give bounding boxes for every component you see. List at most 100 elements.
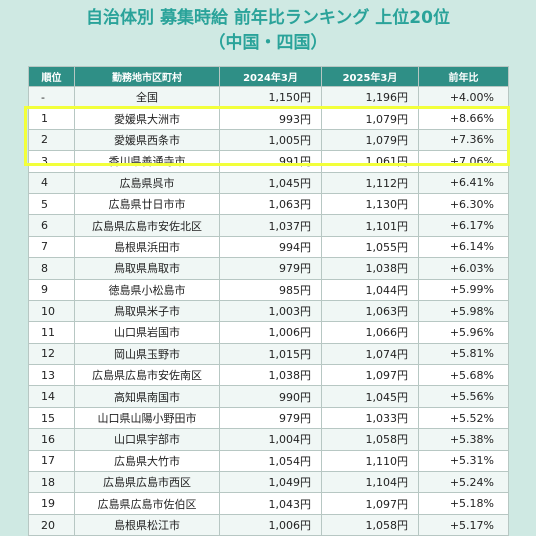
wage-2024-cell: 1,003円: [219, 299, 322, 323]
rank-cell: 17: [28, 449, 75, 473]
header-2024: 2024年3月: [219, 66, 322, 87]
header-change: 前年比: [418, 66, 509, 87]
page: 自治体別 募集時給 前年比ランキング 上位20位 （中国・四国） 順位 勤務地市…: [24, 8, 510, 536]
wage-2024-cell: 1,015円: [219, 342, 322, 366]
change-cell: +6.17%: [418, 214, 509, 237]
municipality-cell: 広島県広島市佐伯区: [74, 492, 220, 515]
change-cell: +5.18%: [418, 492, 509, 515]
header-2025: 2025年3月: [321, 66, 419, 87]
municipality-cell: 広島県廿日市市: [74, 192, 220, 216]
change-cell: +7.36%: [418, 128, 509, 152]
rank-cell: 20: [28, 513, 75, 536]
rank-cell: 7: [28, 235, 75, 259]
municipality-cell: 鳥取県鳥取市: [74, 257, 220, 280]
change-cell: +5.38%: [418, 428, 509, 451]
wage-2024-cell: 994円: [219, 235, 322, 259]
wage-2024-cell: 1,006円: [219, 513, 322, 536]
table-body: - 全国 1,150円 1,196円 +4.00% 1 愛媛県大洲市 993円 1,079円 +8…: [28, 85, 509, 536]
wage-2025-cell: 1,104円: [321, 471, 419, 494]
rank-cell: 10: [28, 299, 75, 323]
change-cell: +5.68%: [418, 364, 509, 387]
table-row: 7 島根県浜田市 994円 1,055円 +6.14%: [28, 235, 509, 259]
table-row: 5 広島県廿日市市 1,063円 1,130円 +6.30%: [28, 192, 509, 216]
change-cell: +6.03%: [418, 257, 509, 280]
municipality-cell: 広島県広島市西区: [74, 471, 220, 494]
wage-2025-cell: 1,061円: [321, 150, 419, 173]
header-rank: 順位: [28, 66, 75, 87]
wage-2025-cell: 1,055円: [321, 235, 419, 259]
rank-cell: 16: [28, 428, 75, 451]
municipality-cell: 鳥取県米子市: [74, 299, 220, 323]
wage-2024-cell: 1,006円: [219, 321, 322, 344]
wage-2024-cell: 979円: [219, 406, 322, 430]
table-row: 20 島根県松江市 1,006円 1,058円 +5.17%: [28, 513, 509, 536]
municipality-cell: 島根県松江市: [74, 513, 220, 536]
table-row: 17 広島県大竹市 1,054円 1,110円 +5.31%: [28, 449, 509, 473]
change-cell: +6.14%: [418, 235, 509, 259]
rank-cell: 1: [28, 107, 75, 130]
wage-2025-cell: 1,101円: [321, 214, 419, 237]
table-row: 3 香川県善通寺市 991円 1,061円 +7.06%: [28, 150, 509, 173]
wage-2024-cell: 990円: [219, 385, 322, 408]
wage-2025-cell: 1,079円: [321, 107, 419, 130]
municipality-cell: 広島県広島市安佐南区: [74, 364, 220, 387]
wage-2025-cell: 1,045円: [321, 385, 419, 408]
municipality-cell: 広島県大竹市: [74, 449, 220, 473]
page-title: 自治体別 募集時給 前年比ランキング 上位20位: [86, 8, 450, 28]
table-header: 順位 勤務地市区町村 2024年3月 2025年3月 前年比: [28, 66, 509, 87]
municipality-cell: 広島県呉市: [74, 171, 220, 194]
wage-2025-cell: 1,038円: [321, 257, 419, 280]
rank-cell: 4: [28, 171, 75, 194]
municipality-cell: 島根県浜田市: [74, 235, 220, 259]
change-cell: +5.98%: [418, 299, 509, 323]
change-cell: +4.00%: [418, 85, 509, 109]
table-row: 15 山口県山陽小野田市 979円 1,033円 +5.52%: [28, 406, 509, 430]
wage-2025-cell: 1,097円: [321, 492, 419, 515]
page-subtitle: （中国・四国）: [208, 33, 328, 53]
wage-2025-cell: 1,097円: [321, 364, 419, 387]
rank-cell: 3: [28, 150, 75, 173]
wage-2024-cell: 1,045円: [219, 171, 322, 194]
municipality-cell: 山口県岩国市: [74, 321, 220, 344]
wage-2025-cell: 1,044円: [321, 278, 419, 301]
change-cell: +7.06%: [418, 150, 509, 173]
rank-cell: 2: [28, 128, 75, 152]
rank-cell: 12: [28, 342, 75, 366]
rank-cell: 18: [28, 471, 75, 494]
rank-cell: 5: [28, 192, 75, 216]
rank-cell: -: [28, 85, 75, 109]
table-row: - 全国 1,150円 1,196円 +4.00%: [28, 85, 509, 109]
change-cell: +5.96%: [418, 321, 509, 344]
wage-2024-cell: 1,150円: [219, 85, 322, 109]
municipality-cell: 全国: [74, 85, 220, 109]
table-row: 10 鳥取県米子市 1,003円 1,063円 +5.98%: [28, 299, 509, 323]
wage-2025-cell: 1,058円: [321, 513, 419, 536]
change-cell: +8.66%: [418, 107, 509, 130]
wage-2025-cell: 1,058円: [321, 428, 419, 451]
wage-2024-cell: 1,005円: [219, 128, 322, 152]
wage-2025-cell: 1,033円: [321, 406, 419, 430]
change-cell: +5.52%: [418, 406, 509, 430]
table-row: 6 広島県広島市安佐北区 1,037円 1,101円 +6.17%: [28, 214, 509, 237]
table-row: 19 広島県広島市佐伯区 1,043円 1,097円 +5.18%: [28, 492, 509, 515]
municipality-cell: 高知県南国市: [74, 385, 220, 408]
municipality-cell: 愛媛県西条市: [74, 128, 220, 152]
rank-cell: 19: [28, 492, 75, 515]
wage-2025-cell: 1,079円: [321, 128, 419, 152]
table-row: 8 鳥取県鳥取市 979円 1,038円 +6.03%: [28, 257, 509, 280]
wage-2024-cell: 1,038円: [219, 364, 322, 387]
change-cell: +5.17%: [418, 513, 509, 536]
rank-cell: 8: [28, 257, 75, 280]
change-cell: +6.30%: [418, 192, 509, 216]
rank-cell: 14: [28, 385, 75, 408]
wage-2024-cell: 1,054円: [219, 449, 322, 473]
wage-2024-cell: 1,043円: [219, 492, 322, 515]
change-cell: +6.41%: [418, 171, 509, 194]
wage-2024-cell: 993円: [219, 107, 322, 130]
table-row: 14 高知県南国市 990円 1,045円 +5.56%: [28, 385, 509, 408]
wage-2024-cell: 985円: [219, 278, 322, 301]
municipality-cell: 山口県宇部市: [74, 428, 220, 451]
wage-2024-cell: 1,049円: [219, 471, 322, 494]
wage-2025-cell: 1,074円: [321, 342, 419, 366]
municipality-cell: 徳島県小松島市: [74, 278, 220, 301]
